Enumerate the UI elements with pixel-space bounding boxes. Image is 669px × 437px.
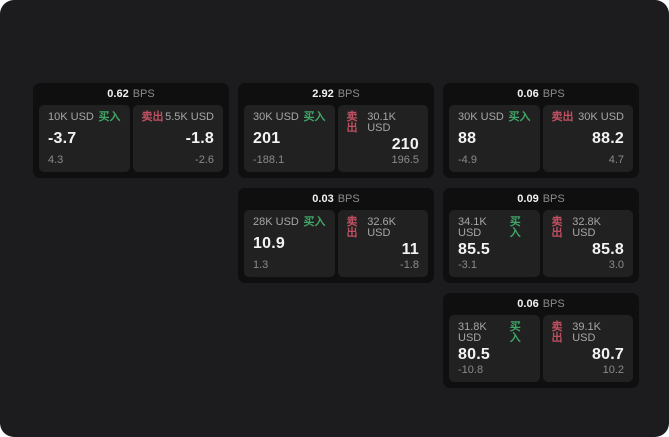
buy-amount: 34.1K USD (458, 216, 487, 239)
bps-header: 0.09 BPS (443, 188, 639, 210)
bps-header: 0.06 BPS (443, 83, 639, 105)
sell-quote-panel[interactable]: 卖出 32.8K USD 85.8 3.0 (542, 210, 633, 277)
quote-card: 0.03 BPS 28K USD 买入 10.9 1.3 卖出 32.6K US… (238, 188, 434, 283)
sell-price: 80.7 (592, 345, 624, 363)
buy-side-label: 买入 (508, 111, 531, 123)
buy-sub-value: -4.9 (458, 154, 477, 166)
sell-side-label: 卖出 (551, 216, 563, 239)
sell-amount: 39.1K USD (572, 321, 601, 344)
buy-amount: 30K USD (458, 111, 504, 123)
sell-price: 88.2 (592, 130, 624, 147)
bps-value: 0.62 (107, 87, 129, 100)
buy-amount: 31.8K USD (458, 321, 487, 344)
sell-side-label: 卖出 (141, 111, 164, 123)
bps-unit-label: BPS (542, 297, 565, 310)
sell-price: 11 (401, 240, 419, 258)
sell-amount: 30K USD (578, 111, 624, 123)
sell-sub-value: 196.5 (391, 154, 419, 166)
bps-header: 0.03 BPS (238, 188, 434, 210)
buy-quote-panel[interactable]: 10K USD 买入 -3.7 4.3 (39, 105, 130, 172)
sell-amount: 32.6K USD (367, 216, 396, 239)
buy-quote-panel[interactable]: 28K USD 买入 10.9 1.3 (244, 210, 335, 277)
buy-sub-value: 1.3 (253, 259, 269, 271)
sell-side-label: 卖出 (551, 321, 563, 344)
buy-price: 80.5 (458, 345, 490, 363)
buy-side-label: 买入 (509, 321, 521, 344)
buy-quote-panel[interactable]: 34.1K USD 买入 85.5 -3.1 (449, 210, 540, 277)
quote-card: 0.06 BPS 30K USD 买入 88 -4.9 卖出 30K USD 8… (443, 83, 639, 178)
buy-sub-value: -3.1 (458, 259, 477, 271)
buy-price: 88 (458, 130, 477, 147)
sell-quote-panel[interactable]: 卖出 39.1K USD 80.7 10.2 (542, 315, 633, 382)
buy-sub-value: -188.1 (253, 154, 285, 166)
buy-amount: 30K USD (253, 111, 299, 123)
quote-card: 0.62 BPS 10K USD 买入 -3.7 4.3 卖出 5.5K USD… (33, 83, 229, 178)
bps-value: 0.09 (517, 192, 539, 205)
sell-amount: 5.5K USD (165, 111, 214, 123)
sell-sub-value: 10.2 (602, 364, 624, 376)
bps-header: 0.62 BPS (33, 83, 229, 105)
sell-price: -1.8 (185, 130, 214, 147)
sell-sub-value: 3.0 (608, 259, 624, 271)
sell-quote-panel[interactable]: 卖出 5.5K USD -1.8 -2.6 (132, 105, 223, 172)
sell-side-label: 卖出 (346, 216, 358, 239)
sell-side-label: 卖出 (346, 111, 358, 134)
buy-quote-panel[interactable]: 31.8K USD 买入 80.5 -10.8 (449, 315, 540, 382)
sell-sub-value: -1.8 (400, 259, 419, 271)
bps-unit-label: BPS (337, 87, 360, 100)
sell-price: 210 (391, 135, 419, 153)
sell-quote-panel[interactable]: 卖出 32.6K USD 11 -1.8 (337, 210, 428, 277)
sell-quote-panel[interactable]: 卖出 30K USD 88.2 4.7 (542, 105, 633, 172)
buy-price: 10.9 (253, 235, 285, 252)
sell-amount: 30.1K USD (367, 111, 396, 134)
buy-side-label: 买入 (509, 216, 521, 239)
sell-amount: 32.8K USD (572, 216, 601, 239)
bps-unit-label: BPS (542, 87, 565, 100)
sell-price: 85.8 (592, 240, 624, 258)
bps-value: 0.06 (517, 87, 539, 100)
buy-price: 201 (253, 130, 281, 147)
buy-side-label: 买入 (303, 216, 326, 228)
sell-side-label: 卖出 (551, 111, 574, 123)
bps-value: 0.03 (312, 192, 334, 205)
bps-value: 2.92 (312, 87, 334, 100)
bps-unit-label: BPS (337, 192, 360, 205)
bps-value: 0.06 (517, 297, 539, 310)
sell-sub-value: 4.7 (608, 154, 624, 166)
buy-amount: 28K USD (253, 216, 299, 228)
buy-price: -3.7 (48, 130, 77, 147)
buy-quote-panel[interactable]: 30K USD 买入 201 -188.1 (244, 105, 335, 172)
buy-quote-panel[interactable]: 30K USD 买入 88 -4.9 (449, 105, 540, 172)
bps-header: 0.06 BPS (443, 293, 639, 315)
buy-sub-value: 4.3 (48, 154, 64, 166)
buy-side-label: 买入 (303, 111, 326, 123)
bps-unit-label: BPS (542, 192, 565, 205)
quote-card: 0.09 BPS 34.1K USD 买入 85.5 -3.1 卖出 32.8K… (443, 188, 639, 283)
sell-sub-value: -2.6 (195, 154, 214, 166)
sell-quote-panel[interactable]: 卖出 30.1K USD 210 196.5 (337, 105, 428, 172)
quote-card: 0.06 BPS 31.8K USD 买入 80.5 -10.8 卖出 39.1… (443, 293, 639, 388)
buy-sub-value: -10.8 (458, 364, 484, 376)
bps-header: 2.92 BPS (238, 83, 434, 105)
quote-card: 2.92 BPS 30K USD 买入 201 -188.1 卖出 30.1K … (238, 83, 434, 178)
bps-unit-label: BPS (132, 87, 155, 100)
buy-amount: 10K USD (48, 111, 94, 123)
buy-side-label: 买入 (98, 111, 121, 123)
buy-price: 85.5 (458, 240, 490, 258)
